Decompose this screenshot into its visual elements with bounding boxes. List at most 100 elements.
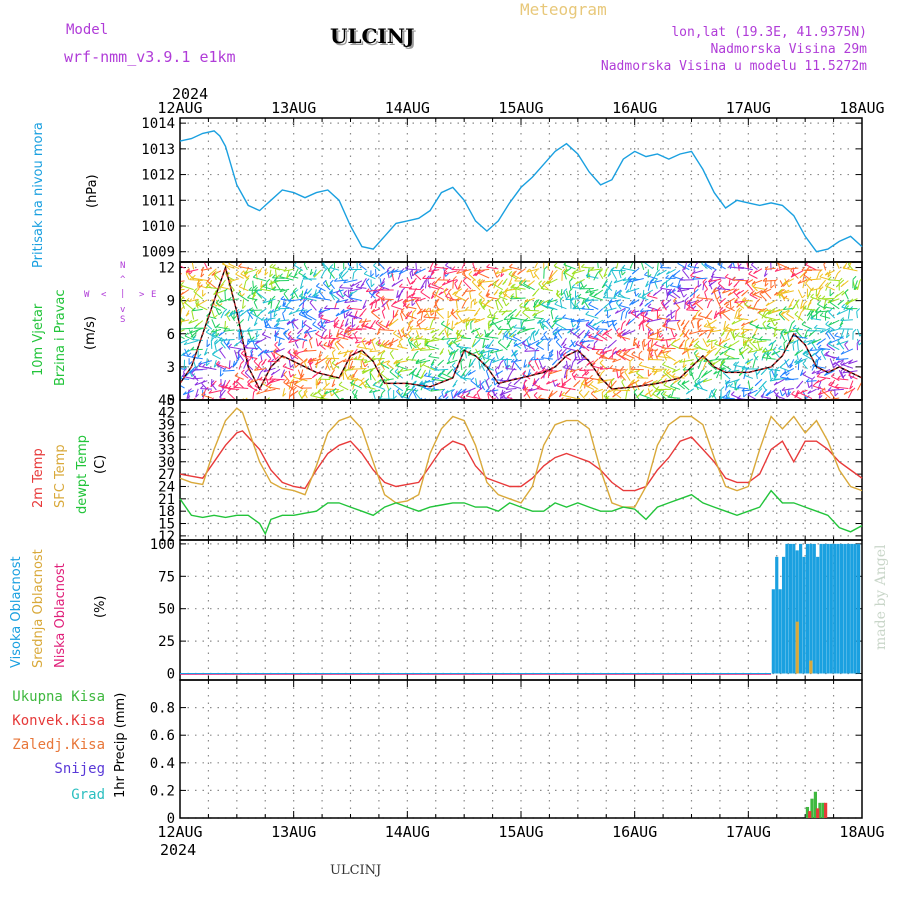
wind-arrow-head xyxy=(768,342,773,346)
wind-arrow-head xyxy=(414,298,419,303)
wind-arrow xyxy=(829,332,836,340)
wind-arrow xyxy=(223,329,235,332)
wind-arrow-head xyxy=(247,294,251,299)
wind-arrow xyxy=(202,390,206,400)
wind-arrow xyxy=(288,350,293,360)
wind-arrow-head xyxy=(313,273,318,278)
wind-arrow-head xyxy=(727,368,732,373)
wind-arrow-head xyxy=(291,295,296,300)
wind-arrow-head xyxy=(359,313,363,318)
wind-arrow xyxy=(192,277,208,282)
wind-arrow-head xyxy=(275,306,279,310)
y-tick-label: 3 xyxy=(167,360,175,376)
panel-frame xyxy=(179,399,863,541)
wind-arrow-head xyxy=(683,293,687,298)
wind-arrow-head xyxy=(613,346,617,351)
wind-arrow-head xyxy=(436,308,441,313)
wind-arrow-head xyxy=(510,295,514,300)
compass-w: W xyxy=(84,290,90,300)
wind-arrow-head xyxy=(233,315,238,320)
wind-arrow xyxy=(786,313,795,319)
wind-arrow-head xyxy=(260,283,265,288)
wind-arrow xyxy=(462,387,476,394)
wind-arrow xyxy=(329,360,334,370)
wind-arrow-head xyxy=(788,304,793,308)
wind-arrow-head xyxy=(518,279,523,284)
wind-arrow-head xyxy=(234,383,239,388)
wind-arrow xyxy=(343,293,354,301)
wind-arrow xyxy=(511,349,516,357)
wind-arrow xyxy=(184,335,194,341)
wind-arrow xyxy=(283,381,294,391)
wind-arrow-head xyxy=(824,282,829,287)
wind-arrow xyxy=(704,263,717,271)
wind-arrow xyxy=(344,318,349,327)
wind-arrow-head xyxy=(454,308,459,313)
y-tick-label: 24 xyxy=(158,479,175,495)
wind-arrow xyxy=(762,356,776,360)
wind-arrow xyxy=(486,266,499,270)
wind-arrow xyxy=(196,303,208,311)
wind-arrow-head xyxy=(456,270,461,274)
wind-arrow-head xyxy=(169,376,172,379)
bar-visokaoblacnost xyxy=(853,543,857,674)
wind-arrow-head xyxy=(341,274,345,278)
wind-arrow-head xyxy=(682,325,687,330)
wind-arrow-head xyxy=(633,388,638,393)
wind-arrow xyxy=(604,307,617,312)
y-tick-label: 1009 xyxy=(141,245,175,261)
wind-arrow-head xyxy=(300,307,305,312)
wind-arrow xyxy=(556,350,559,361)
wind-arrow xyxy=(736,335,749,340)
wind-arrow xyxy=(441,337,458,340)
wind-arrow xyxy=(840,319,853,321)
wind-arrow-head xyxy=(547,394,552,399)
wind-arrow-head xyxy=(732,276,736,281)
y-tick-label: 12 xyxy=(158,261,175,277)
wind-arrow-head xyxy=(807,341,811,346)
wind-arrow-head xyxy=(843,391,848,395)
wind-arrow xyxy=(555,341,563,349)
wind-arrow-head xyxy=(248,357,252,362)
wind-arrow-head xyxy=(411,280,416,285)
wind-arrow-head xyxy=(287,335,292,339)
wind-arrow-head xyxy=(534,304,538,309)
wind-arrow xyxy=(693,352,699,362)
wind-arrow-head xyxy=(437,362,442,366)
wind-arrow-head xyxy=(315,282,320,287)
bar-visokaoblacnost xyxy=(795,550,799,674)
wind-arrow-head xyxy=(394,313,399,318)
wind-arrow xyxy=(513,342,522,349)
wind-arrow xyxy=(222,369,235,372)
wind-arrow-head xyxy=(782,290,787,294)
wind-arrow-head xyxy=(501,311,506,316)
wind-arrow xyxy=(387,390,390,400)
wind-arrow-head xyxy=(679,276,684,281)
wind-arrow xyxy=(645,325,654,331)
wind-arrow-head xyxy=(182,351,187,356)
wind-arrow xyxy=(456,268,472,275)
wind-arrow xyxy=(420,311,424,321)
wind-arrow-head xyxy=(601,354,605,359)
wind-arrow-head xyxy=(409,319,414,324)
model-name: wrf-nmm_v3.9.1 e1km xyxy=(64,48,236,66)
wind-arrow-head xyxy=(331,392,335,397)
wind-arrow-head xyxy=(247,381,251,386)
wind-arrow-head xyxy=(227,385,232,390)
wind-arrow-head xyxy=(601,319,606,324)
wind-arrow xyxy=(347,360,351,370)
wind-arrow-head xyxy=(702,278,707,283)
wind-arrow-head xyxy=(694,349,698,354)
wind-arrow-head xyxy=(554,315,559,319)
wind-arrow-head xyxy=(575,340,579,345)
wind-arrow-head xyxy=(519,302,523,307)
wind-arrow-head xyxy=(256,390,260,395)
wind-arrow-head xyxy=(317,388,322,393)
wind-arrow xyxy=(775,395,785,400)
wind-arrow xyxy=(534,360,540,370)
wind-arrow-head xyxy=(815,351,819,355)
wind-arrow-head xyxy=(689,293,694,297)
wind-arrow xyxy=(478,293,485,300)
wind-arrow xyxy=(445,264,454,271)
wind-arrow xyxy=(282,388,286,397)
